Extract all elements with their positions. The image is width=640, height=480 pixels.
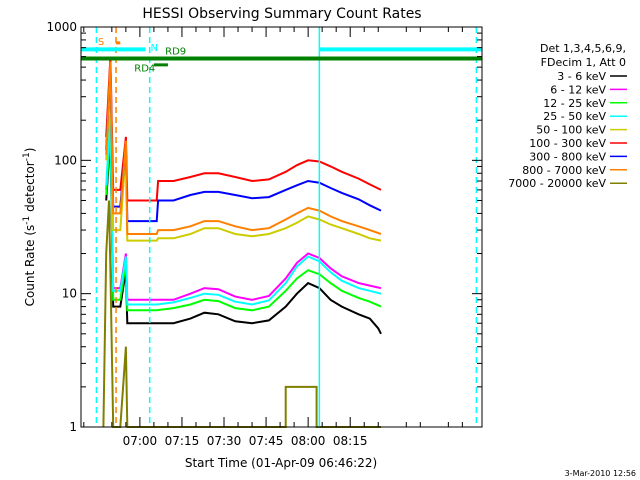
chart-title: HESSI Observing Summary Count Rates bbox=[142, 6, 421, 22]
y-tick-label-3: 1000 bbox=[46, 20, 77, 34]
series-line-8 bbox=[102, 200, 381, 428]
y-label-part2: detector bbox=[23, 161, 37, 216]
series-line-2 bbox=[105, 126, 382, 312]
x-tick-label-5: 08:15 bbox=[333, 434, 368, 448]
y-label-sup1: -1 bbox=[22, 216, 32, 225]
legend-label-8: 7000 - 20000 keV bbox=[508, 177, 606, 190]
series-line-0 bbox=[105, 136, 382, 335]
series-layer bbox=[102, 56, 382, 428]
x-tick-label-2: 07:30 bbox=[207, 434, 242, 448]
y-tick-label-1: 10 bbox=[62, 287, 77, 301]
legend: Det 1,3,4,5,6,9, FDecim 1, Att 0 3 - 6 k… bbox=[508, 42, 627, 190]
legend-label-1: 6 - 12 keV bbox=[550, 83, 606, 96]
legend-label-7: 800 - 7000 keV bbox=[522, 164, 606, 177]
x-axis-label: Start Time (01-Apr-09 06:46:22) bbox=[185, 456, 377, 470]
marker-label-n: N bbox=[151, 43, 158, 54]
y-axis-label: Count Rate (s-1 detector-1) bbox=[22, 148, 37, 307]
legend-label-6: 300 - 800 keV bbox=[529, 150, 606, 163]
y-tick-label-0: 1 bbox=[69, 420, 77, 434]
footer-date: 3-Mar-2010 12:56 bbox=[565, 469, 636, 478]
x-tick-label-4: 08:00 bbox=[291, 434, 326, 448]
legend-header-line2: FDecim 1, Att 0 bbox=[541, 56, 626, 69]
legend-label-4: 50 - 100 keV bbox=[536, 124, 606, 137]
y-label-part3: ) bbox=[23, 148, 37, 153]
series-line-7 bbox=[105, 61, 382, 235]
legend-header-line1: Det 1,3,4,5,6,9, bbox=[540, 42, 626, 55]
marker-label-rd9: RD9 bbox=[165, 47, 186, 58]
plot-frame bbox=[80, 26, 483, 428]
legend-label-3: 25 - 50 keV bbox=[543, 110, 606, 123]
x-tick-label-0: 07:00 bbox=[123, 434, 158, 448]
legend-label-0: 3 - 6 keV bbox=[557, 70, 606, 83]
legend-label-2: 12 - 25 keV bbox=[543, 97, 606, 110]
y-label-sup2: -1 bbox=[22, 152, 32, 161]
y-label-part1: Count Rate (s bbox=[23, 225, 37, 307]
marker-label-rd4: RD4 bbox=[134, 63, 155, 74]
marker-label-s: S bbox=[98, 37, 104, 48]
x-tick-label-1: 07:15 bbox=[165, 434, 200, 448]
y-tick-label-2: 100 bbox=[54, 153, 77, 167]
x-tick-label-3: 07:45 bbox=[249, 434, 284, 448]
series-line-3 bbox=[105, 114, 382, 306]
marker-layer: S N RD9 RD4 bbox=[81, 27, 482, 427]
axis-layer: 07:00 07:15 07:30 07:45 08:00 08:15 1 10 100 1000 bbox=[46, 20, 482, 448]
legend-label-5: 100 - 300 keV bbox=[529, 137, 606, 150]
